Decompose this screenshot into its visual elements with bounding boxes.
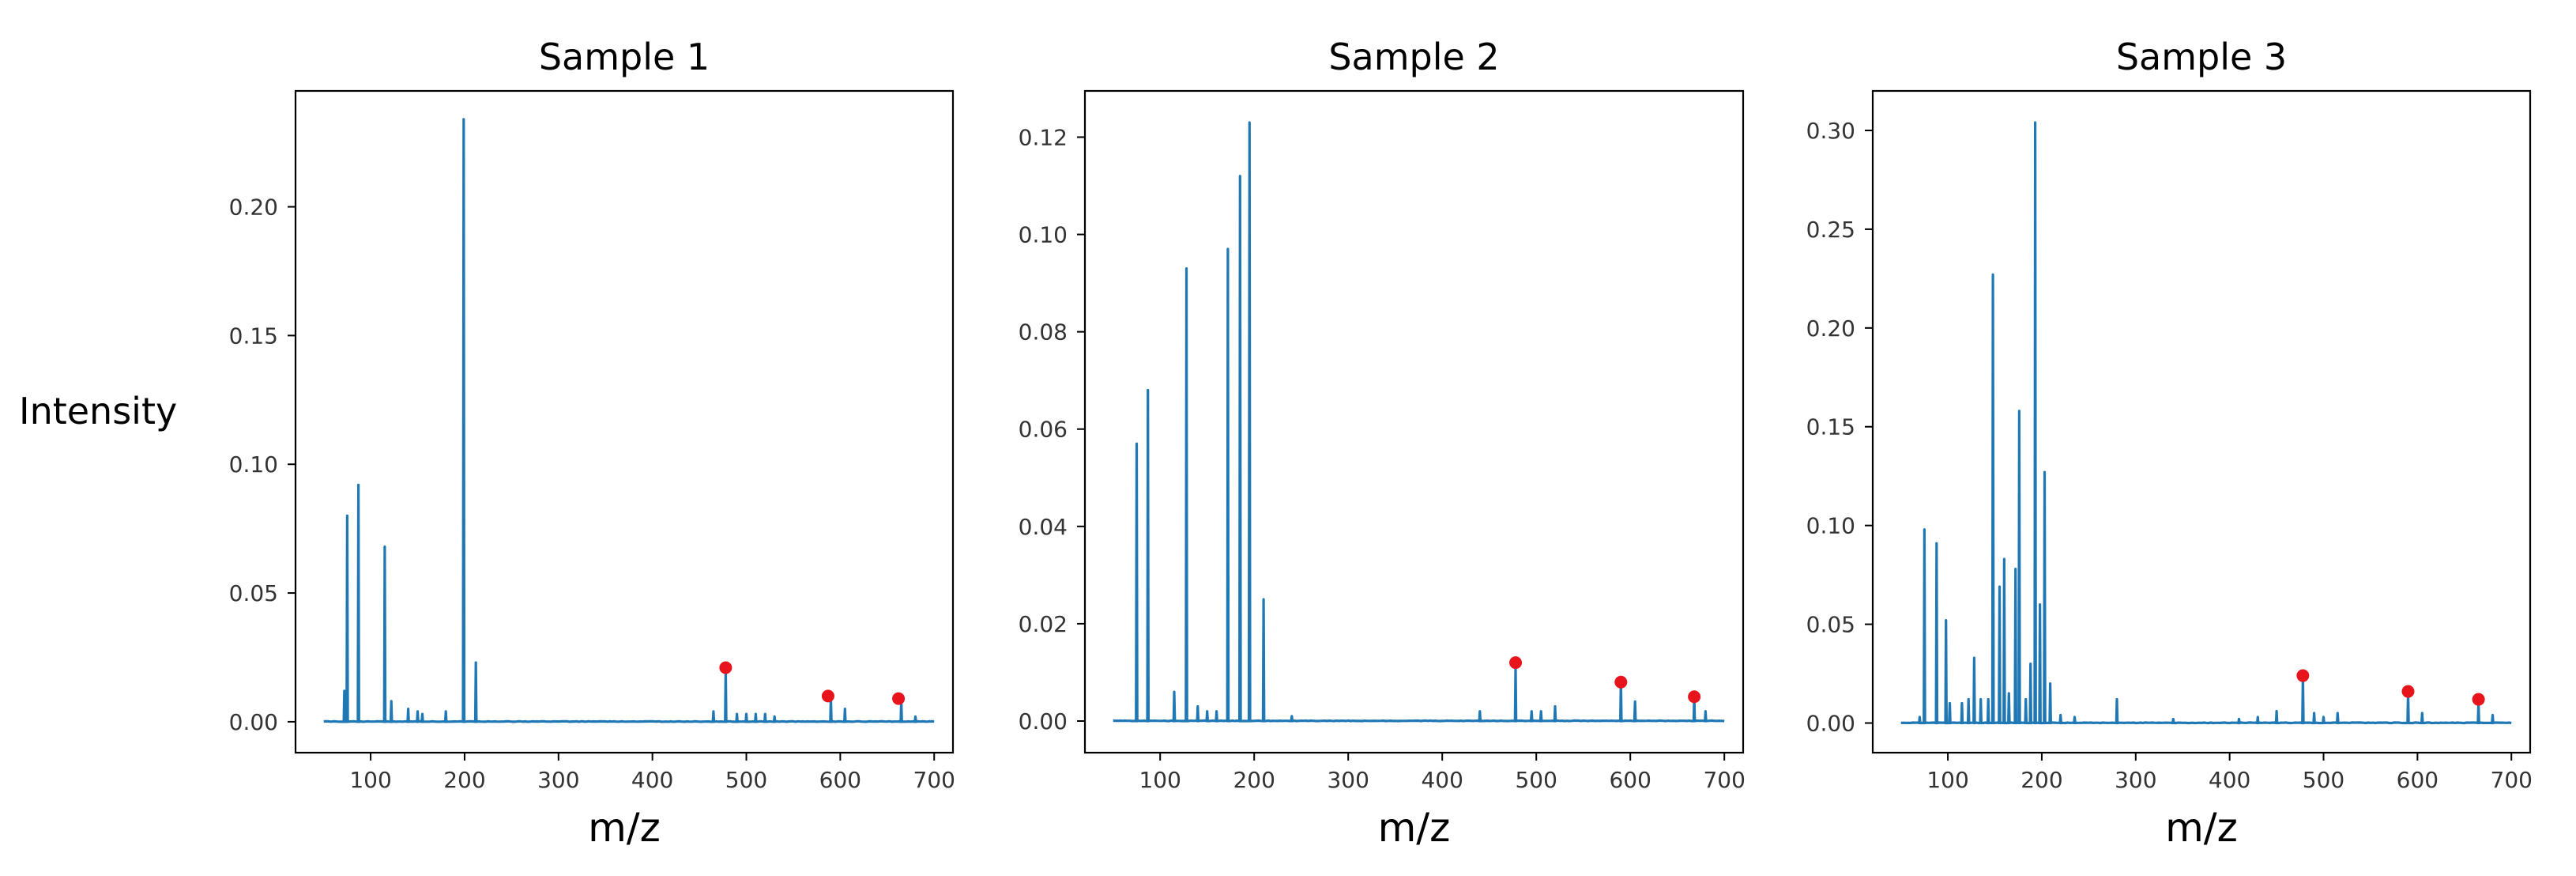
peak-marker (821, 689, 834, 703)
y-tick-label: 0.00 (229, 709, 278, 735)
y-tick-label: 0.06 (1019, 417, 1068, 443)
x-tick-label: 500 (2303, 767, 2344, 793)
x-axis-label: m/z (588, 805, 661, 851)
y-tick-label: 0.20 (229, 194, 278, 221)
peak-marker (719, 661, 733, 674)
x-tick-label: 500 (1515, 767, 1557, 793)
spectrum-line (1900, 121, 2512, 725)
title-backdrop (506, 30, 759, 81)
x-tick-label: 700 (1703, 767, 1745, 793)
peak-marker (2472, 693, 2485, 706)
y-tick-label: 0.00 (1806, 711, 1855, 737)
y-tick-label: 0.20 (1806, 315, 1855, 342)
x-tick-label: 600 (2397, 767, 2439, 793)
axes-frame (294, 89, 955, 754)
peak-marker (1688, 690, 1701, 704)
y-tick-label: 0.05 (1806, 612, 1855, 638)
x-tick-label: 600 (819, 767, 861, 793)
y-tick-label: 0.05 (229, 580, 278, 606)
x-tick-label: 400 (2209, 767, 2250, 793)
y-tick-label: 0.04 (1019, 514, 1068, 540)
y-tick-label: 0.10 (1019, 222, 1068, 248)
chart-panel-1: Sample 1 100 200 300 400 500 600 700 0.00 0.05 0.1… (229, 30, 955, 851)
x-tick-label: 100 (349, 767, 391, 793)
y-tick-label: 0.15 (1806, 414, 1855, 440)
x-tick-label: 300 (537, 767, 579, 793)
x-tick-label: 300 (2115, 767, 2156, 793)
y-tick-label: 0.02 (1019, 611, 1068, 637)
y-tick-label: 0.25 (1806, 217, 1855, 243)
x-tick-label: 200 (2021, 767, 2062, 793)
chart-panel-2: Sample 2 100 200 300 400 500 600 700 0.00 0.02 0.0… (861, 36, 1746, 851)
y-tick-label: 0.10 (1806, 513, 1855, 539)
axes-frame (1083, 89, 1745, 754)
x-tick-label: 200 (1233, 767, 1275, 793)
x-tick-label: 600 (1609, 767, 1651, 793)
chart-panel-3: Sample 3 100 200 300 400 500 600 700 0.00 0.05 0.1… (1785, 35, 2533, 851)
x-tick-label: 100 (1926, 767, 1968, 793)
x-tick-label: 200 (443, 767, 485, 793)
x-axis-label: m/z (2165, 805, 2238, 851)
peak-marker (892, 692, 906, 705)
y-tick-label: 0.08 (1019, 319, 1068, 345)
axes-frame (1871, 89, 2532, 754)
x-tick-label: 500 (725, 767, 767, 793)
y-tick-label: 0.15 (229, 323, 278, 349)
x-tick-label: 700 (913, 767, 955, 793)
x-axis-label: m/z (1378, 805, 1451, 851)
x-tick-label: 400 (631, 767, 673, 793)
figure-ylabel: Intensity (19, 390, 177, 432)
peak-marker (1509, 656, 1523, 670)
y-tick-label: 0.30 (1806, 118, 1855, 144)
peak-marker (2401, 685, 2415, 698)
title-backdrop (861, 41, 1201, 89)
x-tick-label: 400 (1421, 767, 1463, 793)
y-tick-label: 0.10 (229, 451, 278, 478)
spectrum-line (323, 118, 935, 723)
y-tick-label: 0.12 (1019, 124, 1068, 150)
spectrum-line (1113, 121, 1725, 723)
peak-marker (1614, 675, 1628, 689)
chart-title: Sample 2 (1328, 36, 1499, 78)
chart-title: Sample 3 (2116, 36, 2287, 78)
y-tick-label: 0.00 (1019, 708, 1068, 734)
x-tick-label: 300 (1327, 767, 1369, 793)
chart-title: Sample 1 (539, 36, 710, 78)
peak-marker (2296, 669, 2310, 682)
x-tick-label: 700 (2491, 767, 2533, 793)
title-backdrop (1785, 35, 2450, 89)
x-tick-label: 100 (1139, 767, 1181, 793)
